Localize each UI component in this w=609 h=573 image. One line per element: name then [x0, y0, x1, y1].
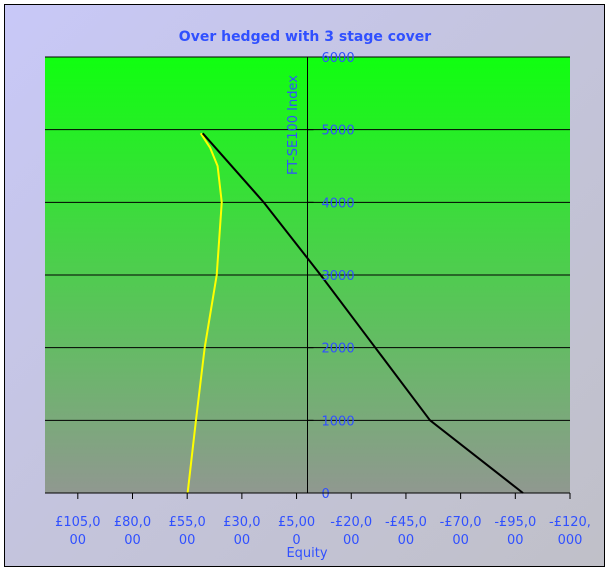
y-axis-label: FT-SE100 Index — [286, 75, 301, 175]
y-tick-label: 0 — [322, 487, 330, 502]
x-tick-label: -£120, 000 — [549, 515, 591, 548]
x-tick-label: £80,0 00 — [114, 515, 151, 548]
y-tick-label: 5000 — [322, 124, 355, 139]
y-tick-label: 2000 — [322, 342, 355, 357]
series-line-2 — [201, 132, 524, 494]
y-tick-label: 3000 — [322, 269, 355, 284]
y-tick-label: 4000 — [322, 196, 355, 211]
series-line-1 — [186, 132, 223, 494]
x-tick-label: -£95,0 00 — [494, 515, 536, 548]
x-axis-label: Equity — [286, 546, 327, 561]
x-tick-label: -£45,0 00 — [385, 515, 427, 548]
y-tick-label: 6000 — [322, 51, 355, 66]
x-tick-label: £5,00 0 — [278, 515, 315, 548]
chart-title: Over hedged with 3 stage cover — [179, 29, 431, 45]
x-tick-label: £30,0 00 — [223, 515, 260, 548]
y-tick-label: 1000 — [322, 414, 355, 429]
x-tick-label: -£20,0 00 — [330, 515, 372, 548]
x-tick-label: £105,0 00 — [55, 515, 101, 548]
x-tick-label: £55,0 00 — [169, 515, 206, 548]
x-tick-label: -£70,0 00 — [440, 515, 482, 548]
